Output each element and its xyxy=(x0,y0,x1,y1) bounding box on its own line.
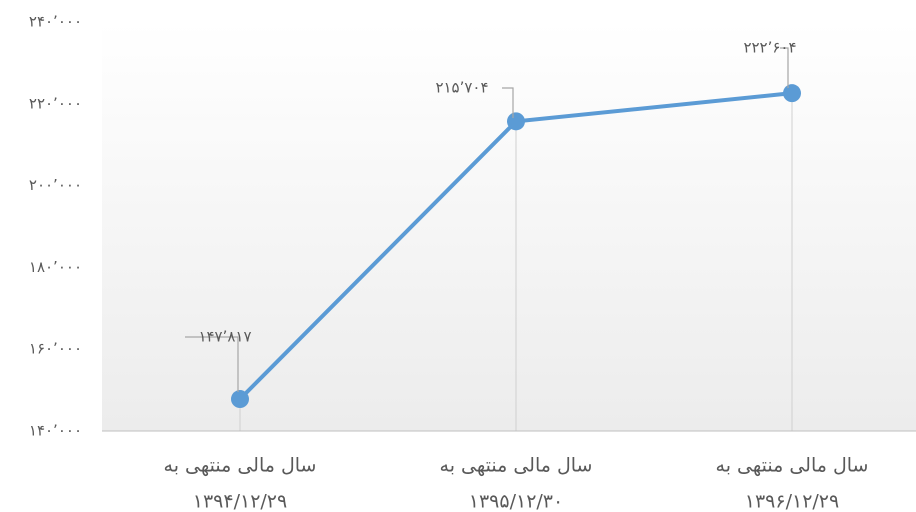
x-tick-label: سال مالی منتهی به xyxy=(164,455,317,477)
plot-background xyxy=(102,22,916,431)
data-point xyxy=(231,390,249,409)
leader-line xyxy=(185,336,239,392)
y-tick-label: ۲۲۰٬۰۰۰ xyxy=(29,94,82,112)
data-label: ۲۲۲٬۶۰۴ xyxy=(743,39,796,57)
y-tick-label: ۲۴۰٬۰۰۰ xyxy=(29,13,82,31)
data-point xyxy=(783,84,801,103)
x-tick-label: ۱۳۹۶/۱۲/۲۹ xyxy=(745,491,839,512)
data-label: ۲۱۵٬۷۰۴ xyxy=(435,79,488,97)
y-tick-label: ۱۸۰٬۰۰۰ xyxy=(29,258,82,276)
leader-line xyxy=(780,47,789,88)
y-tick-label: ۱۶۰٬۰۰۰ xyxy=(29,340,82,358)
x-tick-label: سال مالی منتهی به xyxy=(440,455,593,477)
y-tick-label: ۱۴۰٬۰۰۰ xyxy=(29,422,82,440)
x-tick-label: سال مالی منتهی به xyxy=(716,455,869,477)
x-tick-label: ۱۳۹۵/۱۲/۳۰ xyxy=(469,491,563,512)
data-point xyxy=(507,112,525,131)
data-label: ۱۴۷٬۸۱۷ xyxy=(198,328,251,346)
y-tick-label: ۲۰۰٬۰۰۰ xyxy=(29,176,82,194)
leader-line xyxy=(502,87,514,118)
x-tick-label: ۱۳۹۴/۱۲/۲۹ xyxy=(193,491,287,512)
